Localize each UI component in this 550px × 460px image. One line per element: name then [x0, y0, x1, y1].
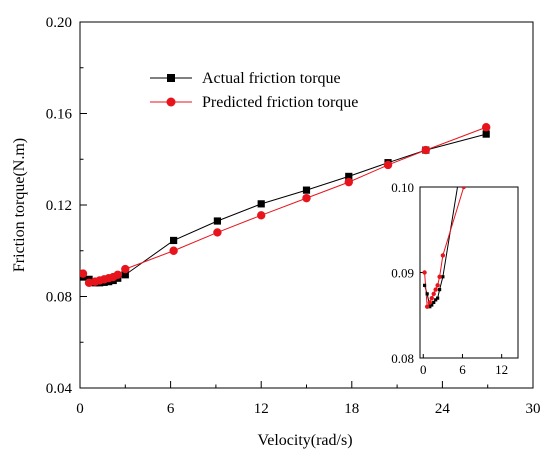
inset-predicted-point — [440, 253, 446, 258]
inset-predicted-point — [429, 295, 434, 301]
inset-actual-point — [434, 298, 438, 302]
main-actual-point — [170, 236, 178, 245]
inset-y-tick-label: 0.08 — [391, 351, 414, 366]
inset-frame — [419, 186, 519, 359]
inset-series-line-1 — [424, 187, 465, 309]
legend-label: Actual friction torque — [202, 70, 341, 87]
inset-predicted-point — [431, 291, 436, 297]
main-actual-point — [213, 217, 222, 225]
main-actual-point — [121, 271, 129, 279]
inset-actual-point — [425, 292, 429, 296]
inset-actual-point — [436, 296, 440, 300]
main-predicted-point — [257, 211, 266, 220]
inset-actual-point — [422, 283, 427, 287]
inset-series-line-0 — [424, 187, 459, 308]
inset-predicted-point — [435, 283, 440, 288]
main-plot-area — [80, 123, 491, 287]
inset-x-tick-label: 12 — [495, 362, 508, 377]
inset-plot: 0 6 12 0.08 0.09 0.10 — [391, 147, 519, 377]
main-predicted-point — [302, 193, 311, 203]
main-x-tick-label: 12 — [254, 401, 269, 417]
main-y-tick-label: 0.12 — [46, 198, 72, 214]
inset-plot-area — [422, 147, 466, 309]
inset-y-tick-label: 0.10 — [391, 180, 414, 195]
main-y-tick-label: 0.20 — [46, 15, 72, 31]
main-actual-point — [302, 186, 311, 194]
main-predicted-point — [80, 269, 88, 278]
legend-square-marker — [167, 74, 175, 82]
inset-actual-point — [430, 303, 434, 307]
inset-x-tick-label: 6 — [459, 362, 466, 377]
main-predicted-point — [113, 270, 122, 279]
main-x-tick-label: 30 — [526, 401, 541, 417]
main-predicted-point — [421, 145, 430, 155]
inset-predicted-point — [433, 287, 438, 292]
main-x-tick-label: 0 — [76, 401, 84, 417]
inset-actual-point — [428, 305, 432, 309]
main-actual-point — [345, 172, 353, 181]
main-predicted-point — [383, 160, 393, 170]
x-axis-title: Velocity(rad/s) — [257, 432, 352, 449]
main-y-tick-label: 0.16 — [46, 107, 73, 123]
main-y-tick-label: 0.08 — [46, 290, 72, 306]
main-predicted-point — [481, 123, 491, 132]
inset-predicted-point — [427, 300, 432, 305]
inset-predicted-point — [437, 274, 442, 279]
main-x-tick-label: 24 — [435, 401, 451, 417]
main-predicted-point — [169, 246, 178, 255]
main-plot: 0 6 12 18 24 30 0.04 0.08 0.12 0.16 0.20 — [46, 15, 541, 417]
inset-actual-point — [438, 288, 442, 292]
legend: Actual friction torque Predicted friction… — [150, 70, 358, 111]
y-axis-title: Friction torque(N.m) — [11, 138, 28, 272]
main-predicted-point — [344, 177, 353, 187]
main-actual-point — [257, 200, 265, 208]
inset-actual-point — [462, 147, 465, 150]
main-actual-point — [482, 130, 490, 138]
inset-actual-point — [432, 300, 436, 305]
legend-label: Predicted friction torque — [202, 94, 358, 111]
inset-predicted-point — [461, 187, 466, 190]
inset-x-tick-label: 0 — [420, 362, 427, 377]
legend-circle-marker — [166, 97, 176, 107]
main-y-tick-label: 0.04 — [46, 381, 73, 397]
main-series-line-0 — [82, 133, 487, 284]
main-predicted-point — [121, 264, 130, 274]
inset-predicted-point — [422, 270, 427, 275]
main-x-tick-label: 6 — [167, 401, 175, 417]
main-predicted-point — [213, 228, 222, 237]
inset-actual-point — [441, 275, 445, 279]
inset-predicted-point — [424, 304, 430, 309]
main-x-tick-label: 18 — [344, 401, 359, 417]
inset-y-tick-label: 0.09 — [391, 266, 414, 281]
